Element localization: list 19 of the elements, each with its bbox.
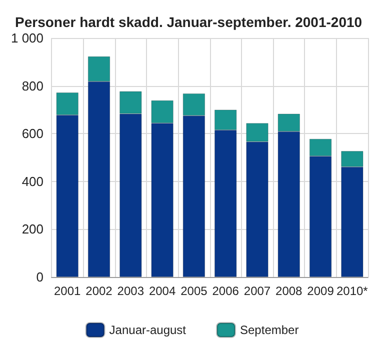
y-tick-label: 200 bbox=[22, 222, 44, 237]
y-tick-label: 800 bbox=[22, 78, 44, 94]
x-tick-label: 2004 bbox=[148, 284, 176, 298]
chart-title: Personer hardt skadd. Januar-september. 2001-2010 bbox=[15, 14, 362, 30]
y-tick-label: 600 bbox=[22, 126, 44, 142]
x-tick-label: 2002 bbox=[86, 284, 113, 298]
x-tick-label: 2008 bbox=[276, 284, 303, 298]
x-tick-label: 2003 bbox=[117, 284, 144, 298]
legend-label: Januar-august bbox=[109, 323, 187, 337]
x-tick-label: 2005 bbox=[180, 284, 208, 298]
x-tick-label: 2009 bbox=[307, 284, 334, 298]
y-tick-label: 0 bbox=[36, 270, 44, 284]
legend-label: September bbox=[240, 323, 299, 337]
x-tick-label: 2006 bbox=[212, 284, 240, 298]
y-tick-label: 400 bbox=[22, 174, 44, 189]
y-tick-label: 1 000 bbox=[10, 30, 44, 46]
x-tick-label: 2007 bbox=[244, 284, 271, 298]
x-tick-label: 2001 bbox=[54, 284, 82, 298]
x-tick-label: 2010* bbox=[336, 284, 368, 298]
